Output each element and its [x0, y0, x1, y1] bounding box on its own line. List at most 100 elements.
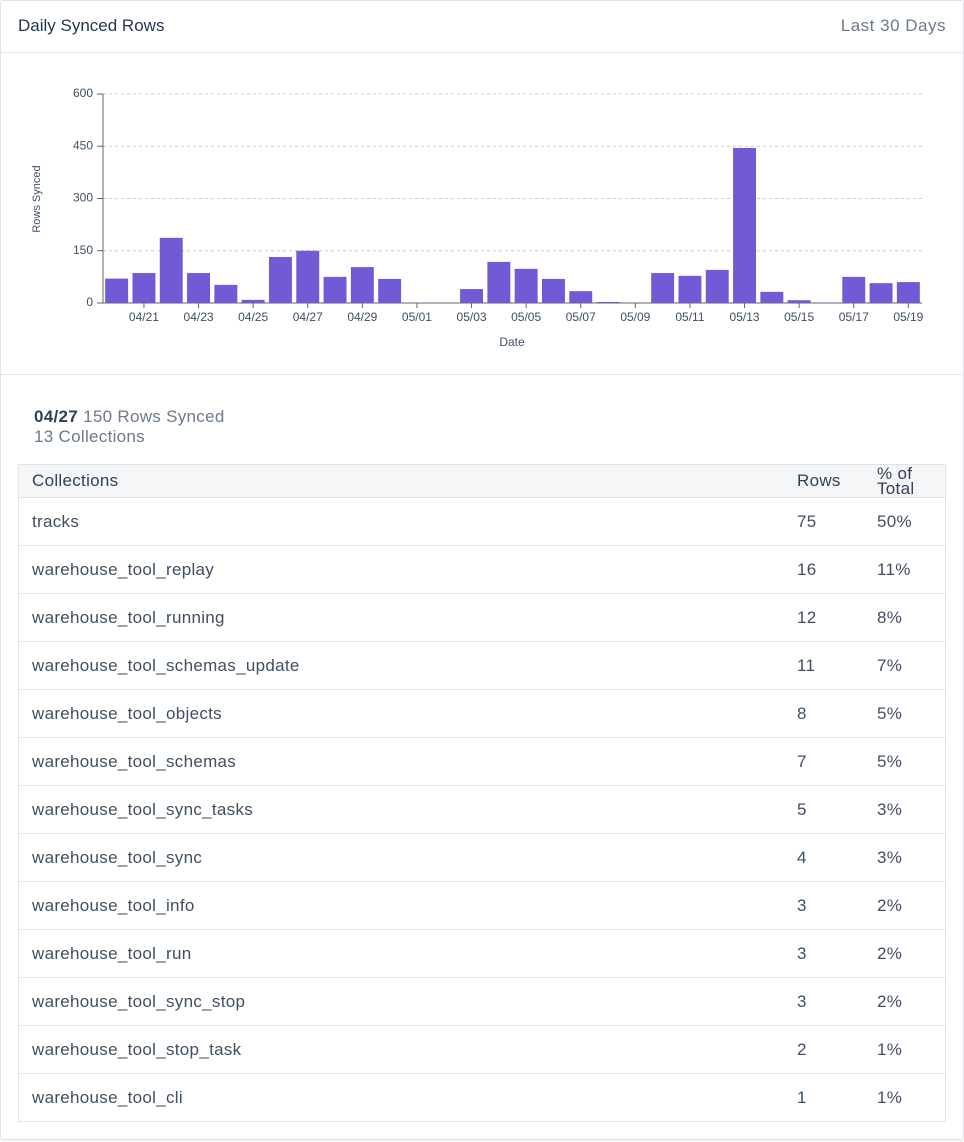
x-axis-title: Date: [499, 335, 525, 349]
bar: [214, 284, 238, 303]
bar: [896, 282, 920, 303]
percent-total: 1%: [877, 1025, 946, 1074]
bar: [842, 276, 866, 303]
bar: [787, 300, 811, 303]
table-row: warehouse_tool_schemas 7 5%: [18, 737, 946, 786]
percent-total: 2%: [877, 929, 946, 978]
percent-total: 1%: [877, 1073, 946, 1122]
bar: [187, 273, 211, 303]
table-row: warehouse_tool_running 12 8%: [18, 593, 946, 642]
summary: 04/27 150 Rows Synced 13 Collections: [34, 407, 225, 447]
bar: [296, 250, 320, 303]
collection-name: warehouse_tool_schemas_update: [18, 641, 797, 690]
x-tick-label: 04/27: [293, 310, 323, 324]
bar: [105, 278, 129, 303]
table-row: warehouse_tool_sync_stop 3 2%: [18, 977, 946, 1026]
bar: [651, 273, 675, 303]
collection-name: warehouse_tool_objects: [18, 689, 797, 738]
x-tick-label: 04/29: [347, 310, 377, 324]
percent-total: 2%: [877, 977, 946, 1026]
summary-collections: 13 Collections: [34, 427, 145, 446]
x-tick-label: 05/13: [730, 310, 760, 324]
row-count: 3: [797, 929, 877, 978]
bar: [159, 237, 183, 303]
percent-total: 3%: [877, 833, 946, 882]
table-row: warehouse_tool_info 3 2%: [18, 881, 946, 930]
bar: [241, 299, 265, 303]
bar: [460, 289, 484, 303]
collection-name: warehouse_tool_sync: [18, 833, 797, 882]
x-tick-label: 04/21: [129, 310, 159, 324]
collection-name: warehouse_tool_run: [18, 929, 797, 978]
bar: [705, 269, 729, 303]
date-range[interactable]: Last 30 Days: [840, 16, 946, 35]
percent-total: 8%: [877, 593, 946, 642]
bar: [378, 278, 402, 303]
x-tick-label: 05/19: [893, 310, 923, 324]
y-axis-title: Rows Synced: [31, 165, 43, 232]
collection-name: warehouse_tool_stop_task: [18, 1025, 797, 1074]
row-count: 75: [797, 497, 877, 546]
row-count: 7: [797, 737, 877, 786]
x-tick-label: 04/25: [238, 310, 268, 324]
table-row: warehouse_tool_cli 1 1%: [18, 1073, 946, 1122]
collection-name: warehouse_tool_schemas: [18, 737, 797, 786]
y-tick-label: 0: [86, 295, 93, 309]
collection-name: warehouse_tool_sync_stop: [18, 977, 797, 1026]
x-tick-label: 05/11: [675, 310, 704, 324]
summary-date: 04/27: [34, 407, 79, 426]
collection-name: warehouse_tool_running: [18, 593, 797, 642]
bar: [760, 291, 784, 303]
chart: Rows Synced Date 0 150 300 450 600 04/21 04/23…: [0, 86, 962, 375]
card-title: Daily Synced Rows: [18, 16, 165, 35]
bar: [323, 276, 347, 303]
collection-name: warehouse_tool_info: [18, 881, 797, 930]
bar: [350, 267, 374, 303]
summary-rows: 150 Rows Synced: [83, 407, 225, 426]
y-tick-label: 450: [73, 138, 93, 152]
bar: [733, 147, 757, 303]
bar: [569, 291, 593, 303]
y-tick-label: 300: [73, 191, 93, 205]
percent-total: 50%: [877, 497, 946, 546]
collection-name: tracks: [18, 497, 797, 546]
bar: [869, 283, 893, 303]
table-row: warehouse_tool_stop_task 2 1%: [18, 1025, 946, 1074]
table-row: tracks 75 50%: [18, 497, 946, 546]
row-count: 3: [797, 881, 877, 930]
bar: [541, 278, 565, 303]
row-count: 4: [797, 833, 877, 882]
table-row: warehouse_tool_sync 4 3%: [18, 833, 946, 882]
y-tick-label: 600: [73, 86, 93, 100]
bar: [132, 273, 156, 303]
table-row: warehouse_tool_run 3 2%: [18, 929, 946, 978]
collection-name: warehouse_tool_cli: [18, 1073, 797, 1122]
x-tick-label: 05/01: [402, 310, 432, 324]
x-tick-label: 05/17: [839, 310, 869, 324]
row-count: 3: [797, 977, 877, 1026]
bar: [514, 268, 538, 303]
percent-total: 5%: [877, 689, 946, 738]
y-tick-label: 150: [73, 243, 93, 257]
table-row: warehouse_tool_replay 16 11%: [18, 545, 946, 594]
x-tick-label: 05/09: [620, 310, 650, 324]
x-tick-label: 05/07: [566, 310, 596, 324]
column-header[interactable]: Rows: [797, 464, 877, 498]
percent-total: 2%: [877, 881, 946, 930]
x-tick-label: 04/23: [184, 310, 214, 324]
collection-name: warehouse_tool_replay: [18, 545, 797, 594]
table-row: warehouse_tool_sync_tasks 5 3%: [18, 785, 946, 834]
percent-total: 11%: [877, 545, 946, 594]
x-tick-label: 05/05: [511, 310, 541, 324]
bar: [678, 275, 702, 303]
percent-total: 5%: [877, 737, 946, 786]
collection-name: warehouse_tool_sync_tasks: [18, 785, 797, 834]
row-count: 12: [797, 593, 877, 642]
row-count: 1: [797, 1073, 877, 1122]
column-header[interactable]: % of Total: [877, 464, 946, 498]
column-header[interactable]: Collections: [18, 464, 797, 498]
collections-table: Collections Rows % of Total tracks 75 50% w…: [18, 464, 946, 1122]
bar: [596, 301, 620, 303]
row-count: 16: [797, 545, 877, 594]
